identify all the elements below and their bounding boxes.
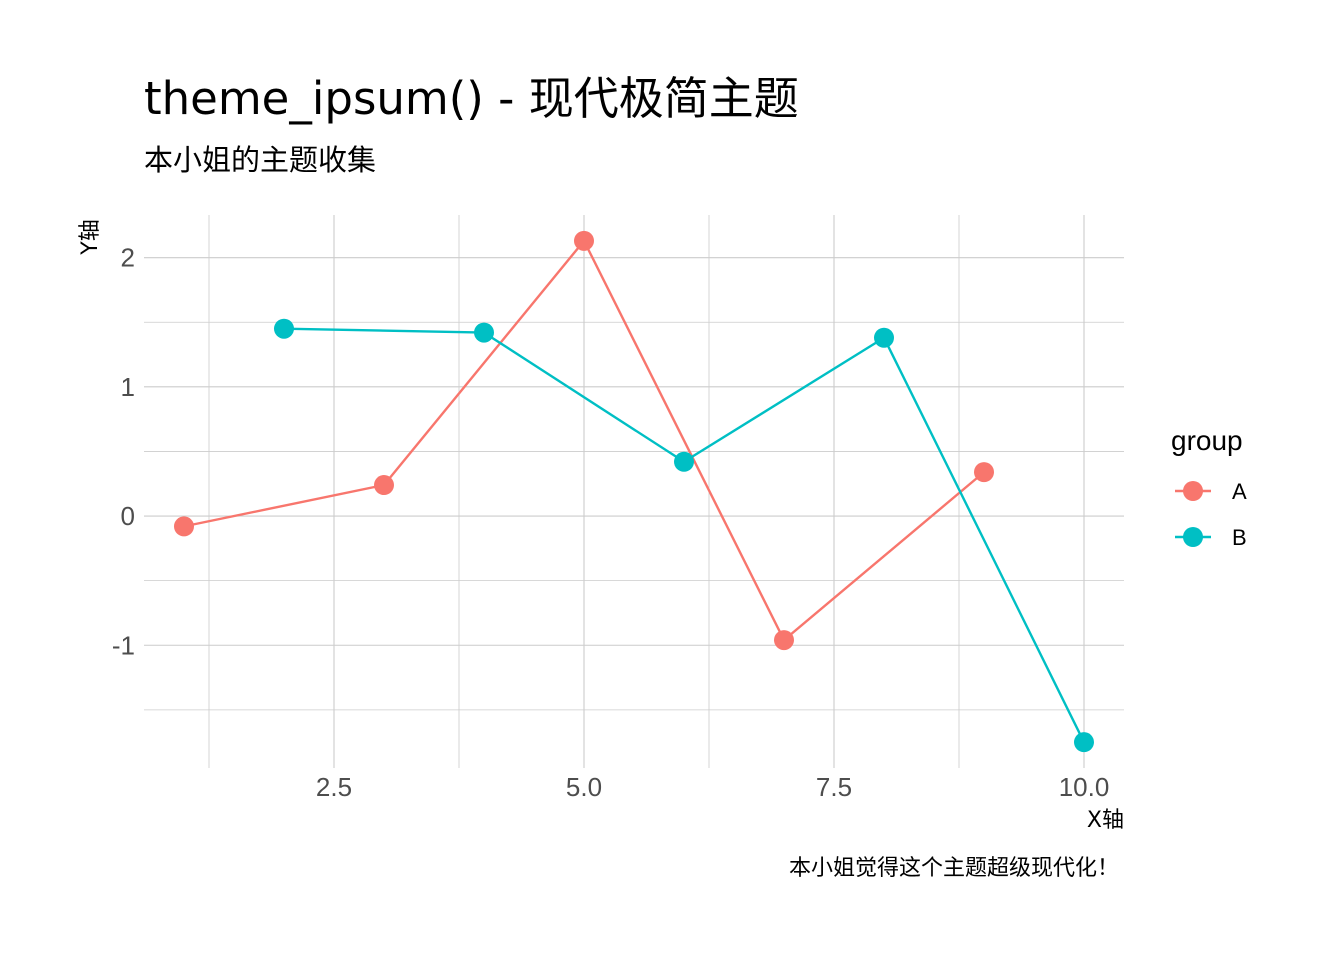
y-tick-label: 2 — [121, 243, 135, 273]
legend-label: A — [1232, 479, 1247, 504]
data-point-A-0 — [174, 516, 194, 537]
chart-caption: 本小姐觉得这个主题超级现代化！ — [789, 856, 1119, 881]
legend-title: group — [1171, 425, 1243, 456]
data-point-B-1 — [474, 322, 494, 343]
series-line-B — [283, 327, 1086, 743]
data-point-B-0 — [274, 318, 294, 339]
x-axis-title: X轴 — [1087, 808, 1124, 833]
x-tick-label: 10.0 — [1059, 772, 1110, 802]
legend-items: AB — [1175, 479, 1247, 550]
y-tick-label: 1 — [121, 372, 135, 402]
series-layer — [174, 230, 1094, 753]
legend-item-B: B — [1175, 525, 1247, 550]
legend-key-point — [1183, 481, 1203, 501]
y-tick-label: 0 — [121, 501, 135, 531]
legend-item-A: A — [1175, 479, 1247, 504]
data-point-A-2 — [574, 230, 594, 251]
legend: group AB — [1171, 425, 1247, 550]
tick-layer: -1 0 1 2 2.5 5.0 7.5 10.0 — [112, 243, 1109, 802]
data-point-B-4 — [1074, 732, 1094, 753]
x-tick-label: 7.5 — [816, 772, 852, 802]
data-point-B-3 — [874, 327, 894, 348]
y-axis-title: Y轴 — [78, 219, 103, 255]
legend-label: B — [1232, 525, 1247, 550]
y-tick-label: -1 — [112, 630, 135, 660]
x-tick-label: 5.0 — [566, 772, 602, 802]
grid-layer — [144, 215, 1124, 768]
chart-title: theme_ipsum() - 现代极简主题 — [144, 72, 799, 125]
data-point-A-3 — [774, 630, 794, 651]
x-tick-label: 2.5 — [316, 772, 352, 802]
data-point-B-2 — [674, 451, 694, 472]
legend-key-point — [1183, 527, 1203, 547]
data-point-A-4 — [974, 462, 994, 483]
data-point-A-1 — [374, 475, 394, 496]
chart-subtitle: 本小姐的主题收集 — [144, 143, 376, 177]
